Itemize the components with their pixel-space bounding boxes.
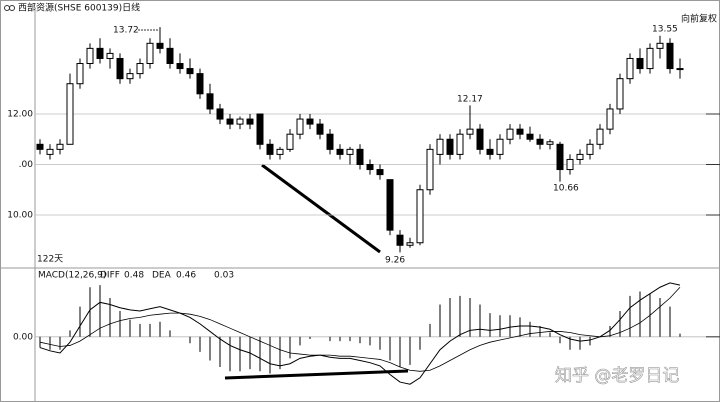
watermark: 知乎 @老罗日记 <box>555 366 679 386</box>
candle-body <box>106 52 114 59</box>
y-tick-label: 10.00 <box>7 210 33 220</box>
candle-body <box>196 73 204 95</box>
candle-body <box>146 42 154 65</box>
candle-body <box>426 148 434 191</box>
candle-body <box>596 128 604 145</box>
candle-body <box>186 68 194 75</box>
candle-body <box>506 128 514 140</box>
annotation: 10.66 <box>553 184 579 194</box>
diff-line <box>39 282 681 385</box>
candle-body <box>446 138 454 155</box>
candle-body <box>306 118 314 125</box>
legend-label: DIFF <box>100 271 120 281</box>
candle-body <box>356 148 364 165</box>
candle-body <box>586 143 594 155</box>
candle-body <box>226 118 234 125</box>
candle-body <box>646 47 654 70</box>
candle-body <box>516 128 524 135</box>
candle-body <box>326 133 334 150</box>
candle-body <box>246 118 254 125</box>
candle-body <box>236 118 244 125</box>
candle-body <box>386 179 394 231</box>
legend-label: DEA <box>152 271 172 281</box>
candle-body <box>476 128 484 150</box>
candle-body <box>406 242 414 246</box>
candle-body <box>86 47 94 65</box>
dea-line <box>39 286 681 372</box>
candle-body <box>396 234 404 246</box>
annotation: 9.26 <box>385 256 405 266</box>
candle-body <box>256 113 264 145</box>
annotation: 13.55 <box>652 25 678 35</box>
candle-body <box>346 148 354 155</box>
candle-body <box>206 93 214 110</box>
legend-value: 0.48 <box>124 271 144 281</box>
candle-body <box>176 63 184 70</box>
candle-body <box>466 128 474 135</box>
candle-body <box>636 57 644 70</box>
candle-body <box>76 63 84 85</box>
candle-body <box>156 42 164 49</box>
candle-body <box>96 47 104 59</box>
candle-body <box>336 148 344 155</box>
candle-body <box>66 83 74 145</box>
y-tick-label: 12.00 <box>7 110 33 120</box>
chart-title: 西部资源(SHSE 600139)日线 <box>18 2 140 14</box>
candle-body <box>296 118 304 135</box>
candle-body <box>556 143 564 171</box>
candle-body <box>286 133 294 150</box>
candle-body <box>456 133 464 155</box>
trend-line <box>224 369 409 380</box>
candle-body <box>616 78 624 110</box>
subtitle: 向前复权 <box>681 13 717 25</box>
candle-body <box>276 148 284 155</box>
candle-body <box>36 143 44 150</box>
candle-body <box>606 108 614 130</box>
trend-line <box>261 163 381 254</box>
legend-value: 0.03 <box>214 271 234 281</box>
candle-body <box>136 63 144 75</box>
icon <box>9 5 15 11</box>
candle-body <box>576 153 584 160</box>
candle-body <box>526 133 534 140</box>
candle-body <box>116 57 124 80</box>
candle-body <box>436 138 444 155</box>
candle-body <box>216 108 224 120</box>
legend-value: 0.46 <box>176 271 196 281</box>
candle-body <box>626 57 634 80</box>
annotation: 13.72 <box>113 26 139 36</box>
y-tick-label: 0.00 <box>13 332 33 342</box>
candle-body <box>486 148 494 155</box>
candle-body <box>376 169 384 176</box>
candle-body <box>266 143 274 155</box>
candle-body <box>676 68 684 71</box>
candle-body <box>546 141 554 145</box>
candle-body <box>496 138 504 155</box>
candle-body <box>316 123 324 135</box>
candle-body <box>416 189 424 244</box>
candle-body <box>56 143 64 150</box>
candle-body <box>666 42 674 70</box>
candle-body <box>126 73 134 80</box>
annotation: 12.17 <box>457 95 483 105</box>
candle-body <box>536 138 544 145</box>
candle-body <box>46 148 54 155</box>
period-label: 122天 <box>37 255 63 265</box>
candle-body <box>366 163 374 171</box>
candle-body <box>166 47 174 65</box>
y-tick-label: .00 <box>19 160 34 170</box>
candle-body <box>566 158 574 171</box>
macd-title: MACD(12,26,9) <box>38 271 106 281</box>
candle-body <box>656 42 664 49</box>
